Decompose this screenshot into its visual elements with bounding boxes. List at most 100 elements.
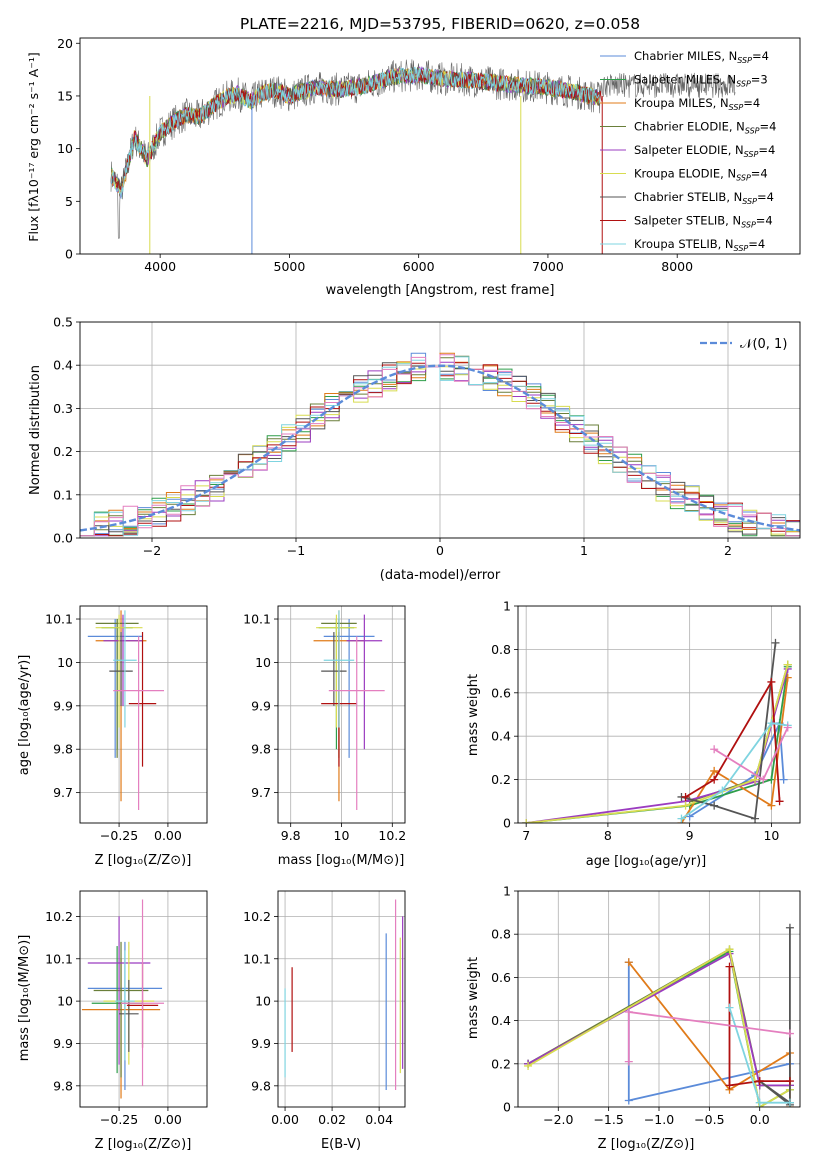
- normal-curve: [80, 364, 800, 532]
- y-tick-label: 9.8: [251, 1078, 271, 1093]
- spectrum-legend: Chabrier MILES, NSSP=4 Salpeter MILES, NS…: [600, 49, 776, 253]
- y-tick-label: 20: [57, 36, 73, 51]
- weight-marker: [783, 723, 792, 732]
- y-tick-label: 10.2: [45, 909, 73, 924]
- y-tick-label: 5: [65, 194, 73, 209]
- panel-spectrum: 4000 5000 6000 7000 8000 0 5 10 15 20: [57, 36, 801, 274]
- y-tick-label: 15: [57, 88, 73, 103]
- mass-z-ylabel: mass [log₁₀(M/M⊙)]: [17, 935, 32, 1062]
- y-tick-label: 0.6: [491, 685, 511, 700]
- weight-marker: [725, 945, 734, 954]
- y-tick-label: 9.9: [53, 1036, 73, 1051]
- y-tick-label: 0.2: [491, 1056, 511, 1071]
- weight-marker: [767, 719, 776, 728]
- x-tick-label: −0.25: [100, 828, 138, 843]
- weight-marker: [785, 1029, 794, 1038]
- residuals-legend: 𝒩(0, 1): [700, 337, 787, 352]
- histogram-step: [80, 356, 800, 537]
- weight-marker: [751, 814, 760, 823]
- x-tick-label: 0: [436, 543, 444, 558]
- weight-marker: [624, 1096, 633, 1105]
- weight-marker: [785, 1077, 794, 1086]
- weight-marker: [759, 775, 768, 784]
- axes-frame: [79, 37, 801, 255]
- weight-marker: [718, 786, 727, 795]
- y-tick-label: 1: [503, 599, 511, 614]
- panel-weight_vs_age: 7 8 9 10 0 0.2 0.4 0.6 0.8 1: [491, 599, 801, 843]
- x-tick-label: −1.0: [644, 1112, 674, 1127]
- y-tick-label: 10: [57, 655, 73, 670]
- weight-marker: [785, 923, 794, 932]
- y-tick-label: 0.2: [53, 444, 73, 459]
- age-z-ylabel: age [log₁₀(age/yr)]: [17, 655, 32, 776]
- plot-area: [80, 606, 207, 823]
- age-z-xlabel: Z [log₁₀(Z/Z⊙)]: [95, 853, 192, 868]
- weight-line: [680, 722, 788, 820]
- x-tick-label: 1: [580, 543, 588, 558]
- panel-mass_vs_Z: −0.25 0.00 9.8 9.9 10 10.1 10.2: [45, 890, 208, 1127]
- figure-title: PLATE=2216, MJD=53795, FIBERID=0620, z=0…: [240, 15, 640, 33]
- panel-residuals: −2 −1 0 1 2 0.0 0.1 0.2 0.3 0.4 0.5: [53, 315, 801, 558]
- spectrum-xlabel: wavelength [Angstrom, rest frame]: [326, 283, 555, 298]
- weight-age-ylabel: mass weight: [466, 674, 481, 756]
- x-tick-label: 0.00: [154, 1112, 182, 1127]
- y-tick-label: 9.8: [53, 1078, 73, 1093]
- legend-label: Chabrier STELIB, NSSP=4: [634, 190, 774, 206]
- plot-area: [278, 606, 405, 823]
- x-tick-label: 5000: [274, 259, 306, 274]
- x-tick-label: 0.00: [271, 1112, 299, 1127]
- legend-label: Salpeter MILES, NSSP=3: [634, 73, 768, 89]
- y-tick-label: 0.8: [491, 642, 511, 657]
- plot-area: [518, 606, 800, 823]
- weight-marker: [767, 677, 776, 686]
- axes-frame: [517, 890, 801, 1108]
- weight-marker: [755, 1098, 764, 1107]
- panel-mass_vs_ebv: 0.00 0.02 0.04 9.8 9.9 10 10.1 10.2: [243, 890, 406, 1127]
- age-mass-xlabel: mass [log₁₀(M/M⊙)]: [278, 853, 405, 868]
- x-tick-label: 7000: [532, 259, 564, 274]
- y-tick-label: 9.8: [53, 742, 73, 757]
- y-tick-label: 0.6: [491, 970, 511, 985]
- x-tick-label: 9.8: [281, 828, 301, 843]
- weight-marker: [677, 814, 686, 823]
- weight-marker: [522, 819, 531, 823]
- y-tick-label: 9.7: [251, 785, 271, 800]
- weight-marker: [710, 745, 719, 754]
- weight-marker: [624, 1057, 633, 1066]
- legend-label: Salpeter STELIB, NSSP=4: [634, 214, 773, 230]
- weight-marker: [725, 962, 734, 971]
- x-tick-label: 4000: [144, 259, 176, 274]
- histogram-step: [80, 354, 800, 537]
- x-tick-label: 2: [724, 543, 732, 558]
- legend-label: Kroupa STELIB, NSSP=4: [634, 237, 765, 253]
- weight-marker: [710, 775, 719, 784]
- x-tick-label: 10: [334, 828, 350, 843]
- weight-marker: [783, 660, 792, 669]
- x-tick-label: 0.00: [154, 828, 182, 843]
- y-tick-label: 1: [503, 884, 511, 899]
- weight-marker: [725, 1081, 734, 1090]
- y-tick-label: 9.7: [53, 785, 73, 800]
- x-tick-label: 8: [604, 828, 612, 843]
- weight-marker: [524, 1061, 533, 1070]
- weight-marker: [725, 1003, 734, 1012]
- x-tick-label: 0.0: [750, 1112, 770, 1127]
- axes-frame: [79, 321, 801, 539]
- legend-label: Salpeter ELODIE, NSSP=4: [634, 143, 775, 159]
- x-tick-label: −0.5: [694, 1112, 724, 1127]
- axes-frame: [79, 605, 208, 824]
- plot-area: [110, 59, 736, 254]
- y-tick-label: 0: [503, 816, 511, 831]
- weight-z-xlabel: Z [log₁₀(Z/Z⊙)]: [598, 1137, 695, 1152]
- weight-marker: [751, 775, 760, 784]
- legend-label: Chabrier MILES, NSSP=4: [634, 49, 769, 65]
- weight-z-ylabel: mass weight: [466, 957, 481, 1039]
- weight-marker: [767, 801, 776, 810]
- y-tick-label: 0.8: [491, 927, 511, 942]
- y-tick-label: 0.5: [53, 315, 73, 330]
- x-tick-label: 9: [686, 828, 694, 843]
- weight-age-xlabel: age [log₁₀(age/yr)]: [586, 854, 707, 869]
- y-tick-label: 0.3: [53, 401, 73, 416]
